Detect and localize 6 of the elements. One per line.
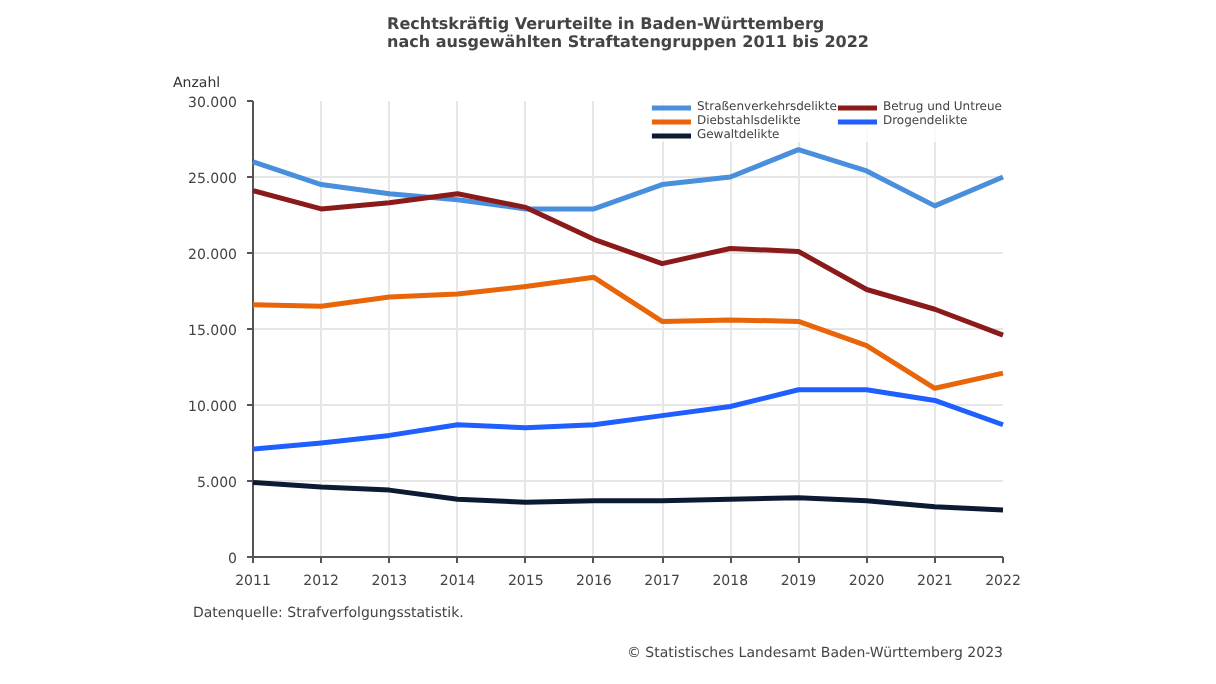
line-series xyxy=(250,147,1006,212)
line-series xyxy=(250,274,1006,391)
chart-title: Rechtskräftig Verurteilte in Baden-Württemberg nach ausgewählten Straftatengruppen 2011 bis 2022 xyxy=(387,15,869,51)
line-series xyxy=(250,480,1006,513)
line-series xyxy=(250,188,1006,338)
line-series xyxy=(250,387,1006,452)
